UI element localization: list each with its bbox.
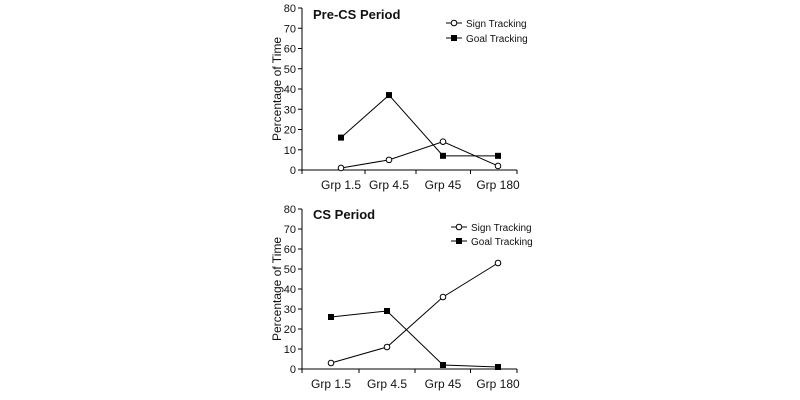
series-line-2 [330, 310, 499, 368]
data-point-square [440, 152, 446, 159]
x-tick-label: Grp 45 [425, 178, 462, 192]
series-line-1 [340, 141, 499, 169]
chart-panel-2: 0 10 20 30 40 50 60 70 80 Grp 1.5 Grp 4.5 Grp 45 Grp… [270, 204, 533, 391]
y-tick-label: 60 [284, 244, 296, 256]
y-tick-label: 20 [284, 324, 296, 336]
x-tick-label: Grp 1.5 [321, 178, 361, 192]
series-line-1 [330, 262, 499, 364]
legend-label: Sign Tracking [471, 223, 532, 234]
y-tick-label: 40 [284, 84, 296, 96]
y-axis-label: Percentage of Time [270, 237, 284, 341]
data-point-circle [439, 293, 447, 301]
data-point-circle [327, 359, 335, 367]
data-point-circle [494, 259, 502, 267]
y-tick-label: 0 [290, 364, 296, 376]
x-tick-label: Grp 4.5 [367, 377, 407, 391]
data-point-square [440, 362, 446, 368]
series-line-2 [340, 94, 498, 157]
x-tick-label: Grp 4.5 [369, 178, 409, 192]
data-point-square [495, 152, 501, 159]
y-tick-label: 70 [284, 23, 296, 35]
y-tick-label: 30 [284, 304, 296, 316]
data-point-circle [494, 162, 502, 170]
y-tick-label: 50 [284, 264, 296, 276]
data-point-circle [383, 343, 391, 351]
data-point-square [386, 92, 392, 99]
x-tick-label: Grp 180 [476, 377, 520, 391]
legend-label: Goal Tracking [471, 237, 533, 248]
data-point-circle [439, 138, 447, 145]
data-point-square [495, 364, 501, 370]
chart-panel-1: 0 10 20 30 40 50 60 70 80 Grp 1.5 Grp 4.5 Grp 45 Grp… [270, 3, 528, 192]
legend-marker-circle [455, 223, 463, 231]
y-tick-label: 20 [284, 125, 296, 137]
legend-marker-circle [450, 19, 458, 27]
y-tick-label: 70 [284, 224, 296, 236]
y-tick-label: 30 [284, 104, 296, 116]
y-tick-label: 40 [284, 284, 296, 296]
y-tick-label: 10 [284, 344, 296, 356]
data-point-circle [385, 156, 393, 164]
y-tick-label: 60 [284, 44, 296, 56]
data-point-square [338, 134, 344, 141]
y-tick-label: 80 [284, 3, 296, 15]
x-tick-label: Grp 45 [425, 377, 462, 391]
y-tick-label: 80 [284, 204, 296, 216]
legend-label: Goal Tracking [466, 34, 528, 45]
legend-marker-square [451, 35, 457, 41]
data-point-square [328, 314, 334, 320]
chart-title: Pre-CS Period [313, 7, 400, 22]
y-tick-label: 0 [290, 165, 296, 177]
y-tick-label: 10 [284, 145, 296, 157]
x-tick-label: Grp 180 [476, 178, 520, 192]
y-axis-label: Percentage of Time [270, 37, 284, 141]
chart-title: CS Period [313, 207, 375, 222]
data-point-square [384, 308, 390, 314]
y-tick-label: 50 [284, 64, 296, 76]
x-tick-label: Grp 1.5 [311, 377, 351, 391]
legend-label: Sign Tracking [466, 19, 527, 30]
data-point-circle [337, 164, 345, 172]
legend-marker-square [456, 238, 462, 244]
